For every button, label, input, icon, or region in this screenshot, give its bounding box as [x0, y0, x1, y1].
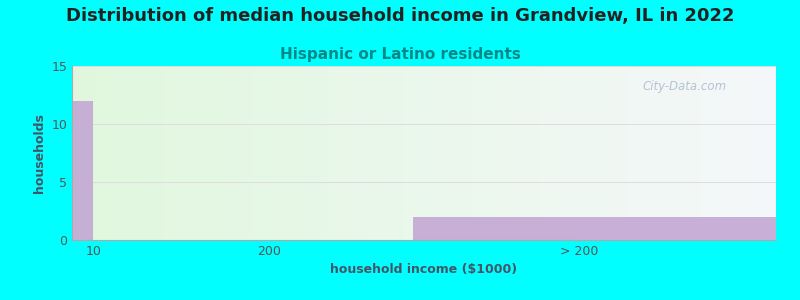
Text: Distribution of median household income in Grandview, IL in 2022: Distribution of median household income …	[66, 8, 734, 26]
Text: Hispanic or Latino residents: Hispanic or Latino residents	[279, 46, 521, 62]
Y-axis label: households: households	[33, 113, 46, 193]
Bar	[414, 217, 776, 240]
X-axis label: household income ($1000): household income ($1000)	[330, 263, 518, 276]
Text: City-Data.com: City-Data.com	[642, 80, 726, 93]
Bar	[72, 101, 93, 240]
